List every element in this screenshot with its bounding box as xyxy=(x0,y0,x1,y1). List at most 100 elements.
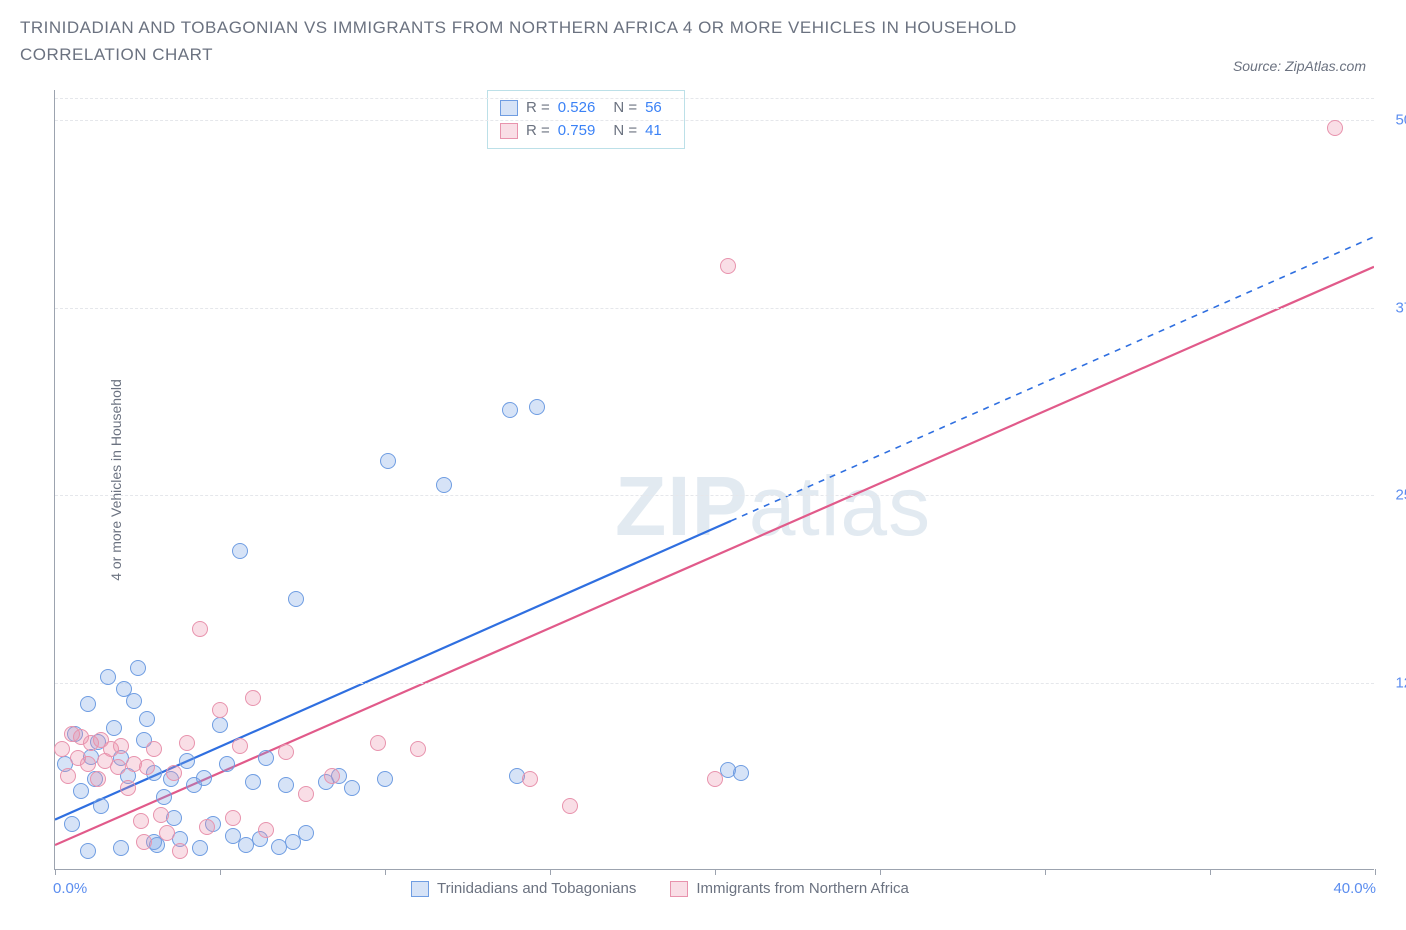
data-point xyxy=(278,777,294,793)
x-tick xyxy=(1375,869,1376,875)
data-point xyxy=(159,825,175,841)
gridline xyxy=(55,495,1374,496)
r-value: 0.526 xyxy=(558,97,596,120)
gridline xyxy=(55,98,1374,99)
data-point xyxy=(245,690,261,706)
data-point xyxy=(298,786,314,802)
x-tick xyxy=(55,869,56,875)
data-point xyxy=(298,825,314,841)
legend-label: Immigrants from Northern Africa xyxy=(696,880,909,897)
swatch-icon xyxy=(411,881,429,897)
data-point xyxy=(410,741,426,757)
data-point xyxy=(156,789,172,805)
chart-title: TRINIDADIAN AND TOBAGONIAN VS IMMIGRANTS… xyxy=(20,14,1140,68)
x-tick xyxy=(385,869,386,875)
data-point xyxy=(529,399,545,415)
series-legend: Trinidadians and Tobagonians Immigrants … xyxy=(411,880,909,897)
data-point xyxy=(90,771,106,787)
data-point xyxy=(110,759,126,775)
stats-row-series-0: R = 0.526 N = 56 xyxy=(500,97,672,120)
data-point xyxy=(192,840,208,856)
swatch-icon xyxy=(500,100,518,116)
y-tick-label: 50.0% xyxy=(1395,112,1406,129)
x-tick xyxy=(1210,869,1211,875)
data-point xyxy=(199,819,215,835)
data-point xyxy=(502,402,518,418)
data-point xyxy=(344,780,360,796)
data-point xyxy=(172,843,188,859)
data-point xyxy=(80,843,96,859)
legend-label: Trinidadians and Tobagonians xyxy=(437,880,636,897)
data-point xyxy=(166,765,182,781)
data-point xyxy=(258,750,274,766)
data-point xyxy=(113,840,129,856)
data-point xyxy=(126,693,142,709)
data-point xyxy=(436,477,452,493)
trend-lines xyxy=(55,90,1374,869)
data-point xyxy=(278,744,294,760)
n-label: N = xyxy=(613,120,637,143)
data-point xyxy=(179,735,195,751)
data-point xyxy=(288,591,304,607)
data-point xyxy=(707,771,723,787)
data-point xyxy=(380,453,396,469)
data-point xyxy=(64,816,80,832)
data-point xyxy=(133,813,149,829)
n-label: N = xyxy=(613,97,637,120)
data-point xyxy=(93,798,109,814)
data-point xyxy=(196,770,212,786)
gridline xyxy=(55,683,1374,684)
data-point xyxy=(377,771,393,787)
y-tick-label: 37.5% xyxy=(1395,299,1406,316)
x-tick xyxy=(880,869,881,875)
legend-item-series-1: Immigrants from Northern Africa xyxy=(670,880,909,897)
data-point xyxy=(153,807,169,823)
data-point xyxy=(720,258,736,274)
y-tick-label: 12.5% xyxy=(1395,674,1406,691)
data-point xyxy=(136,834,152,850)
x-axis-max-label: 40.0% xyxy=(1333,880,1376,897)
x-tick xyxy=(550,869,551,875)
watermark: ZIPatlas xyxy=(615,458,931,555)
stats-row-series-1: R = 0.759 N = 41 xyxy=(500,120,672,143)
x-tick xyxy=(1045,869,1046,875)
data-point xyxy=(54,741,70,757)
data-point xyxy=(212,702,228,718)
x-axis-min-label: 0.0% xyxy=(53,880,87,897)
data-point xyxy=(370,735,386,751)
correlation-scatter-chart: 4 or more Vehicles in Household R = 0.52… xyxy=(54,90,1374,870)
legend-item-series-0: Trinidadians and Tobagonians xyxy=(411,880,636,897)
data-point xyxy=(113,738,129,754)
data-point xyxy=(212,717,228,733)
n-value: 56 xyxy=(645,97,662,120)
data-point xyxy=(100,669,116,685)
y-axis-label: 4 or more Vehicles in Household xyxy=(108,379,124,581)
data-point xyxy=(225,810,241,826)
data-point xyxy=(60,768,76,784)
data-point xyxy=(73,783,89,799)
source-attribution: Source: ZipAtlas.com xyxy=(1233,58,1366,74)
data-point xyxy=(1327,120,1343,136)
data-point xyxy=(139,711,155,727)
data-point xyxy=(258,822,274,838)
gridline xyxy=(55,308,1374,309)
r-label: R = xyxy=(526,120,550,143)
data-point xyxy=(245,774,261,790)
swatch-icon xyxy=(670,881,688,897)
data-point xyxy=(120,780,136,796)
data-point xyxy=(130,660,146,676)
data-point xyxy=(562,798,578,814)
x-tick xyxy=(220,869,221,875)
n-value: 41 xyxy=(645,120,662,143)
data-point xyxy=(232,738,248,754)
data-point xyxy=(324,768,340,784)
swatch-icon xyxy=(500,123,518,139)
data-point xyxy=(522,771,538,787)
data-point xyxy=(80,696,96,712)
data-point xyxy=(179,753,195,769)
gridline xyxy=(55,120,1374,121)
r-label: R = xyxy=(526,97,550,120)
r-value: 0.759 xyxy=(558,120,596,143)
data-point xyxy=(146,741,162,757)
data-point xyxy=(139,759,155,775)
